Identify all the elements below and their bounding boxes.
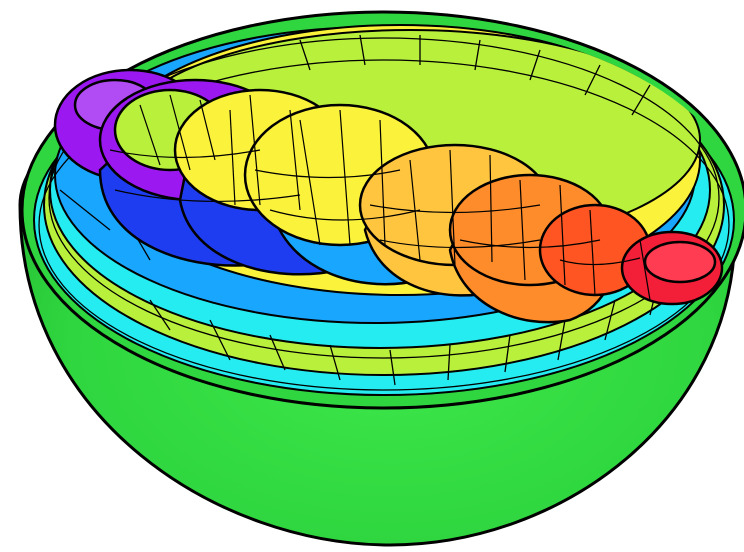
hemisphere-red-inner (643, 240, 717, 284)
nested-hemispheres (53, 68, 724, 324)
hemisphere-mesh (109, 94, 651, 301)
